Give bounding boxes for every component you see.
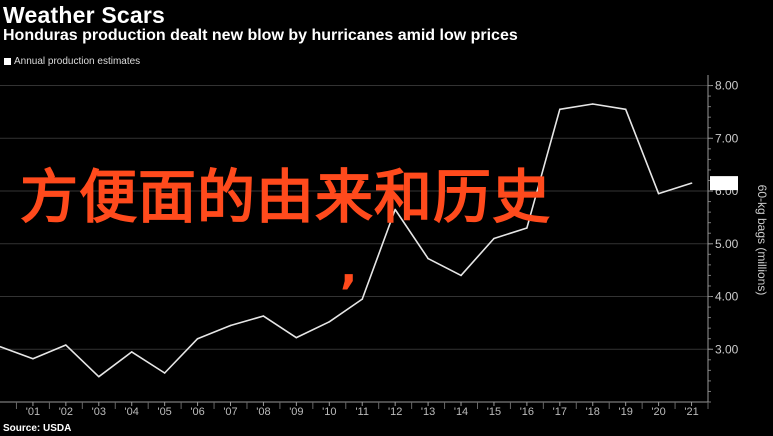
- overlay-text: 方便面的由来和历史: [20, 163, 552, 231]
- x-tick-label: '09: [289, 406, 303, 418]
- data-point: [624, 108, 627, 111]
- x-tick-label: '17: [553, 406, 567, 418]
- x-tick-label: '19: [619, 406, 633, 418]
- x-tick-label: '02: [59, 406, 73, 418]
- data-point: [361, 298, 364, 300]
- data-point: [559, 108, 561, 111]
- x-tick-label: '11: [355, 406, 369, 418]
- x-tick-label: '20: [651, 406, 665, 418]
- x-tick-label: '16: [520, 406, 534, 418]
- x-tick-label: '10: [322, 406, 336, 418]
- data-point: [591, 103, 594, 105]
- data-point: [130, 351, 133, 353]
- x-tick-label: '03: [92, 406, 106, 418]
- data-point: [460, 274, 462, 277]
- data-point: [0, 345, 1, 348]
- data-point: [163, 372, 166, 374]
- x-tick-label: '01: [26, 406, 40, 418]
- y-tick-label: 5.00: [715, 237, 739, 251]
- x-tick-label: '14: [454, 406, 468, 418]
- data-point: [427, 257, 429, 260]
- data-point: [295, 336, 298, 339]
- data-point: [526, 227, 528, 229]
- data-point: [196, 337, 199, 340]
- x-tick-label: '12: [388, 406, 402, 418]
- data-point: [32, 357, 34, 360]
- data-point: [97, 375, 100, 378]
- data-point: [493, 237, 495, 240]
- x-tick-label: '07: [223, 406, 237, 418]
- chart-title: Weather Scars: [3, 2, 165, 28]
- data-point: [262, 315, 265, 317]
- legend: Annual production estimates: [4, 56, 140, 67]
- legend-label: Annual production estimates: [14, 56, 141, 67]
- source-note: Source: USDA: [3, 423, 72, 434]
- data-point: [328, 321, 331, 323]
- y-tick-label: 8.00: [715, 79, 739, 93]
- chart-subtitle: Honduras production dealt new blow by hu…: [3, 27, 518, 44]
- data-point: [394, 208, 396, 211]
- y-tick-label: 7.00: [715, 131, 739, 145]
- x-tick-label: '06: [190, 406, 204, 418]
- x-tick-label: '05: [157, 406, 171, 418]
- y-tick-label: 3.00: [715, 342, 739, 356]
- legend-swatch: [4, 58, 11, 65]
- x-tick-label: '08: [256, 406, 270, 418]
- data-point: [229, 324, 232, 327]
- x-tick-label: '15: [487, 406, 501, 418]
- y-tick-label: 4.00: [715, 290, 739, 304]
- y-axis-label: 60-kg bags (millions): [755, 184, 769, 296]
- data-point: [65, 344, 67, 346]
- x-tick-label: '04: [125, 406, 139, 418]
- x-tick-label: '21: [684, 406, 698, 418]
- x-tick-label: '18: [586, 406, 600, 418]
- x-tick-label: '13: [421, 406, 435, 418]
- data-point: [690, 182, 693, 184]
- overlay-comma: ,: [340, 240, 358, 294]
- series-line: [0, 103, 692, 378]
- last-value-tag: [710, 176, 738, 191]
- data-point: [657, 192, 660, 195]
